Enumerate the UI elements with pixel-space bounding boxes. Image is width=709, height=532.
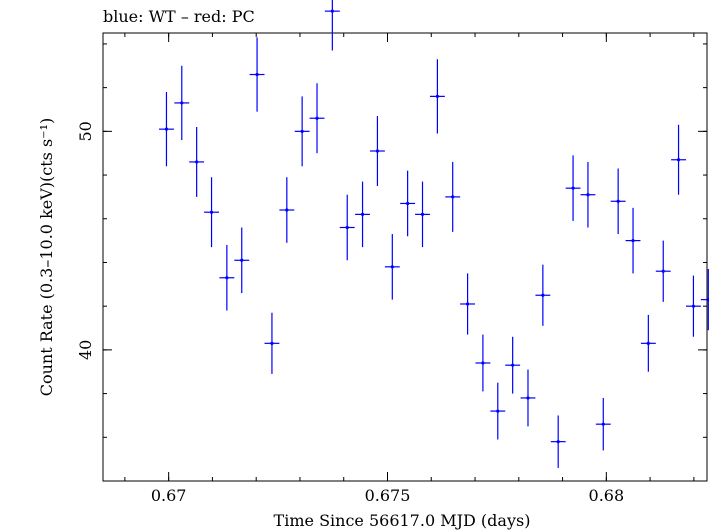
point-marker: [270, 341, 274, 345]
data-point: [324, 0, 340, 51]
data-point: [550, 415, 566, 468]
point-marker: [526, 396, 530, 400]
point-marker: [375, 149, 380, 153]
data-point: [159, 92, 174, 167]
data-point: [369, 116, 385, 186]
point-marker: [315, 116, 319, 120]
point-marker: [676, 158, 681, 162]
point-marker: [390, 265, 394, 269]
plot-frame: [102, 32, 708, 482]
point-marker: [164, 127, 169, 131]
chart-title: blue: WT – red: PC: [103, 7, 255, 26]
data-point: [610, 168, 626, 235]
data-point: [460, 273, 476, 335]
point-marker: [435, 94, 439, 98]
point-marker: [481, 361, 485, 365]
data-point: [595, 397, 611, 451]
data-point: [309, 83, 325, 154]
point-marker: [240, 258, 244, 262]
data-point: [415, 181, 430, 248]
data-point: [685, 275, 701, 337]
data-point: [565, 155, 581, 221]
point-marker: [285, 208, 289, 212]
data-point: [384, 234, 400, 300]
y-axis-label: Count Rate (0.3–10.0 keV)(cts s⁻¹): [37, 118, 56, 397]
point-marker: [661, 269, 665, 273]
x-tick-label: 0.67: [151, 486, 187, 505]
data-point: [174, 65, 190, 141]
x-tick-label: 0.675: [365, 486, 411, 505]
data-point: [671, 124, 686, 195]
point-marker: [255, 72, 259, 77]
point-marker: [601, 422, 605, 426]
data-point: [429, 59, 445, 134]
data-point: [264, 312, 280, 374]
y-tick-label: 40: [76, 340, 95, 360]
point-marker: [345, 225, 349, 230]
data-point: [279, 177, 295, 243]
point-marker: [631, 239, 635, 243]
data-point: [700, 269, 709, 331]
data-point: [189, 126, 205, 197]
point-marker: [586, 193, 590, 197]
axes: 0.67 0.675 0.68 40 50: [76, 33, 707, 505]
data-point: [535, 264, 551, 326]
point-marker: [571, 186, 575, 190]
point-marker: [646, 341, 650, 345]
data-point: [219, 244, 235, 311]
y-tick-label: 50: [76, 121, 95, 141]
data-point: [355, 181, 370, 248]
data-points: [159, 0, 709, 468]
point-marker: [541, 293, 545, 297]
data-point: [249, 37, 265, 112]
point-marker: [616, 199, 620, 203]
data-point: [490, 382, 506, 440]
point-marker: [556, 440, 560, 444]
data-point: [625, 207, 641, 274]
point-marker: [209, 210, 214, 214]
point-marker: [360, 212, 365, 216]
x-tick-label: 0.68: [589, 486, 625, 505]
point-marker: [195, 160, 199, 164]
point-marker: [420, 212, 425, 216]
point-marker: [496, 409, 500, 413]
data-point: [475, 334, 491, 392]
point-marker: [180, 101, 184, 105]
data-point: [234, 227, 250, 294]
data-point: [400, 170, 416, 237]
point-marker: [300, 129, 304, 133]
point-marker: [706, 298, 709, 302]
data-point: [655, 240, 671, 302]
data-point: [640, 314, 656, 372]
point-marker: [465, 302, 470, 306]
data-point: [339, 194, 355, 261]
data-point: [580, 161, 596, 228]
data-point: [505, 336, 521, 394]
point-marker: [225, 276, 229, 280]
data-point: [520, 369, 536, 427]
point-marker: [451, 195, 455, 199]
point-marker: [511, 363, 515, 367]
point-marker: [406, 201, 410, 206]
x-axis-label: Time Since 56617.0 MJD (days): [274, 511, 531, 530]
data-point: [445, 161, 461, 232]
point-marker: [330, 9, 334, 13]
point-marker: [691, 304, 696, 308]
data-point: [204, 177, 219, 248]
data-point: [294, 96, 310, 167]
